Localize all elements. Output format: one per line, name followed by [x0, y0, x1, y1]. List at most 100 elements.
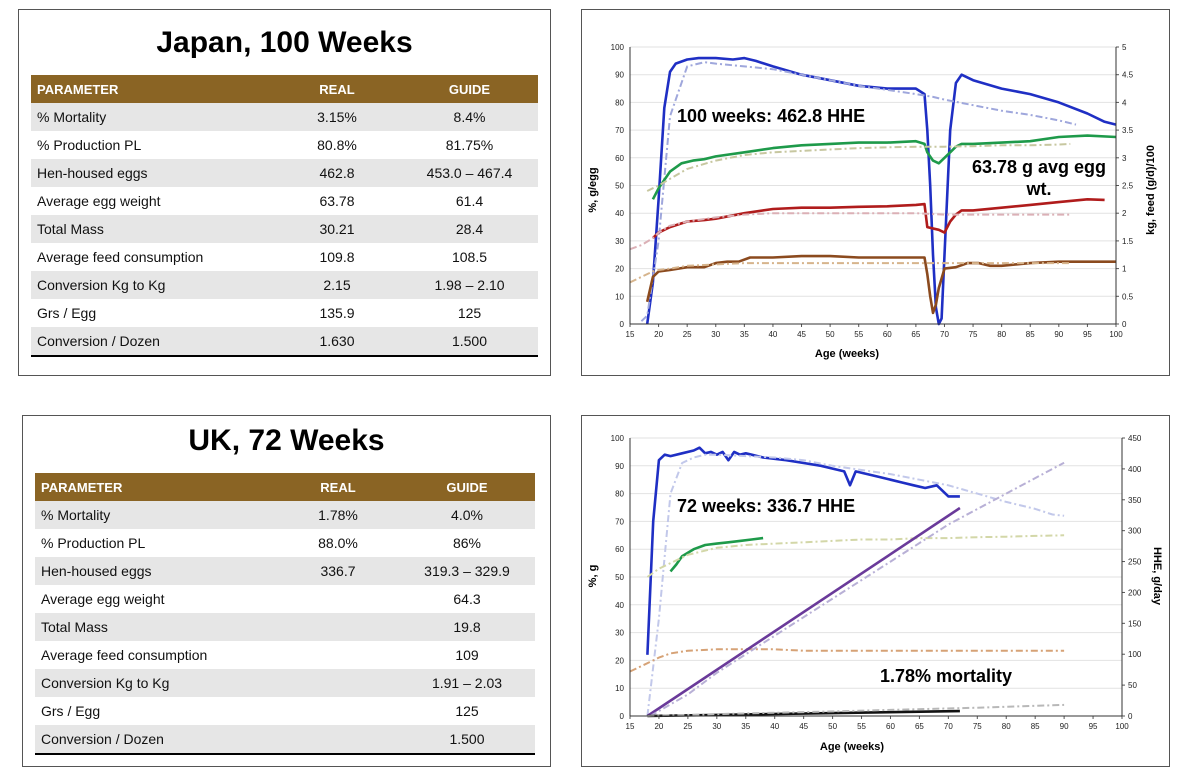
egg-weight-annotation-box: 63.78 g avg egg wt.: [972, 157, 1106, 199]
table-row: % Mortality 1.78% 4.0%: [35, 501, 535, 529]
x-tick-label: 95: [1083, 330, 1092, 339]
mortality-line: [647, 709, 960, 718]
guide-cell: 86%: [399, 529, 535, 557]
parameter-cell: % Mortality: [35, 501, 277, 529]
guide-cell: 108.5: [401, 243, 538, 271]
egg-weight-line: [669, 536, 764, 573]
table-row: Total Mass 30.21 28.4: [31, 215, 538, 243]
x-tick-label: 15: [626, 722, 635, 731]
x-tick-label: 55: [854, 330, 863, 339]
x-tick-label: 90: [1060, 722, 1069, 731]
egg-mass-guide-line: [629, 212, 1071, 251]
column-header-guide: GUIDE: [401, 75, 538, 103]
feed-line: [645, 254, 1116, 315]
x-tick-label: 35: [741, 722, 750, 731]
y-tick-label: 30: [615, 237, 624, 246]
y2-tick-label: 0.5: [1122, 292, 1134, 301]
x-tick-label: 15: [626, 330, 635, 339]
x-tick-label: 25: [683, 330, 692, 339]
table-row: Conversion / Dozen 1.500: [35, 725, 535, 755]
guide-cell: 125: [401, 299, 538, 327]
y-tick-label: 60: [615, 545, 624, 554]
parameter-cell: Average feed consumption: [35, 641, 277, 669]
y2-tick-label: 250: [1128, 558, 1142, 567]
y2-tick-label: 4: [1122, 98, 1127, 107]
y-tick-label: 60: [615, 154, 624, 163]
uk-table-title: UK, 72 Weeks: [188, 424, 385, 457]
parameter-cell: Average feed consumption: [31, 243, 273, 271]
x-tick-label: 45: [799, 722, 808, 731]
column-header-parameter: PARAMETER: [31, 75, 273, 103]
guide-cell: 453.0 – 467.4: [401, 159, 538, 187]
y2-tick-label: 3.5: [1122, 126, 1134, 135]
guide-cell: 64.3: [399, 585, 535, 613]
guide-cell: 4.0%: [399, 501, 535, 529]
x-tick-label: 100: [1109, 330, 1123, 339]
x-tick-label: 75: [973, 722, 982, 731]
table-row: Total Mass 19.8: [35, 613, 535, 641]
hhe-annotation: 72 weeks: 336.7 HHE: [677, 496, 855, 516]
x-tick-label: 65: [911, 330, 920, 339]
real-cell: 462.8: [273, 159, 401, 187]
y2-tick-label: 300: [1128, 527, 1142, 536]
guide-cell: 61.4: [401, 187, 538, 215]
y2-tick-label: 0: [1128, 712, 1133, 721]
production-line: [646, 446, 960, 655]
table-row: Conversion Kg to Kg 1.91 – 2.03: [35, 669, 535, 697]
column-header-guide: GUIDE: [399, 473, 535, 501]
x-tick-label: 50: [828, 722, 837, 731]
table-row: Hen-housed eggs 462.8 453.0 – 467.4: [31, 159, 538, 187]
real-cell: 80.8%: [273, 131, 401, 159]
parameter-cell: Total Mass: [35, 613, 277, 641]
x-tick-label: 40: [768, 330, 777, 339]
y-tick-label: 20: [615, 265, 624, 274]
real-cell: [277, 613, 399, 641]
y2-axis-title: HHE, g/day: [1151, 547, 1163, 606]
hhe-cumulative-guide-line: [649, 461, 1065, 717]
x-tick-label: 65: [915, 722, 924, 731]
y2-tick-label: 3: [1122, 154, 1127, 163]
egg-mass-line: [651, 198, 1105, 240]
egg-weight-line: [651, 134, 1117, 200]
y-tick-label: 90: [615, 71, 624, 80]
column-header-real: REAL: [277, 473, 399, 501]
y-axis-title: %, g/egg: [587, 167, 599, 212]
x-tick-label: 85: [1026, 330, 1035, 339]
x-tick-label: 35: [740, 330, 749, 339]
real-cell: [277, 669, 399, 697]
table-row: Hen-housed eggs 336.7 319.3 – 329.9: [35, 557, 535, 585]
x-tick-label: 85: [1031, 722, 1040, 731]
table-row: Conversion / Dozen 1.630 1.500: [31, 327, 538, 357]
parameter-cell: Grs / Egg: [35, 697, 277, 725]
table-row: Average egg weight 63.78 61.4: [31, 187, 538, 215]
x-tick-label: 90: [1054, 330, 1063, 339]
x-tick-label: 70: [940, 330, 949, 339]
parameter-cell: Average egg weight: [31, 187, 273, 215]
egg-weight-guide-line: [646, 534, 1065, 578]
uk-parameter-table: PARAMETER REAL GUIDE % Mortality 1.78% 4.0…: [35, 473, 535, 755]
feed-guide-line: [629, 648, 1065, 673]
y2-tick-label: 2: [1122, 209, 1127, 218]
x-tick-label: 60: [883, 330, 892, 339]
x-tick-label: 20: [654, 330, 663, 339]
y2-tick-label: 150: [1128, 619, 1142, 628]
y2-tick-label: 4.5: [1122, 71, 1134, 80]
x-tick-label: 30: [712, 722, 721, 731]
x-tick-label: 40: [770, 722, 779, 731]
x-tick-label: 80: [997, 330, 1006, 339]
real-cell: [277, 585, 399, 613]
x-tick-label: 60: [886, 722, 895, 731]
parameter-cell: Total Mass: [31, 215, 273, 243]
y-tick-label: 80: [615, 490, 624, 499]
parameter-cell: Average egg weight: [35, 585, 277, 613]
parameter-cell: Conversion Kg to Kg: [35, 669, 277, 697]
x-tick-label: 45: [797, 330, 806, 339]
parameter-cell: % Mortality: [31, 103, 273, 131]
y-tick-label: 40: [615, 209, 624, 218]
y-tick-label: 50: [615, 182, 624, 191]
y2-tick-label: 1.5: [1122, 237, 1134, 246]
y2-tick-label: 5: [1122, 43, 1127, 52]
y-tick-label: 10: [615, 292, 624, 301]
guide-cell: 319.3 – 329.9: [399, 557, 535, 585]
table-row: Grs / Egg 125: [35, 697, 535, 725]
